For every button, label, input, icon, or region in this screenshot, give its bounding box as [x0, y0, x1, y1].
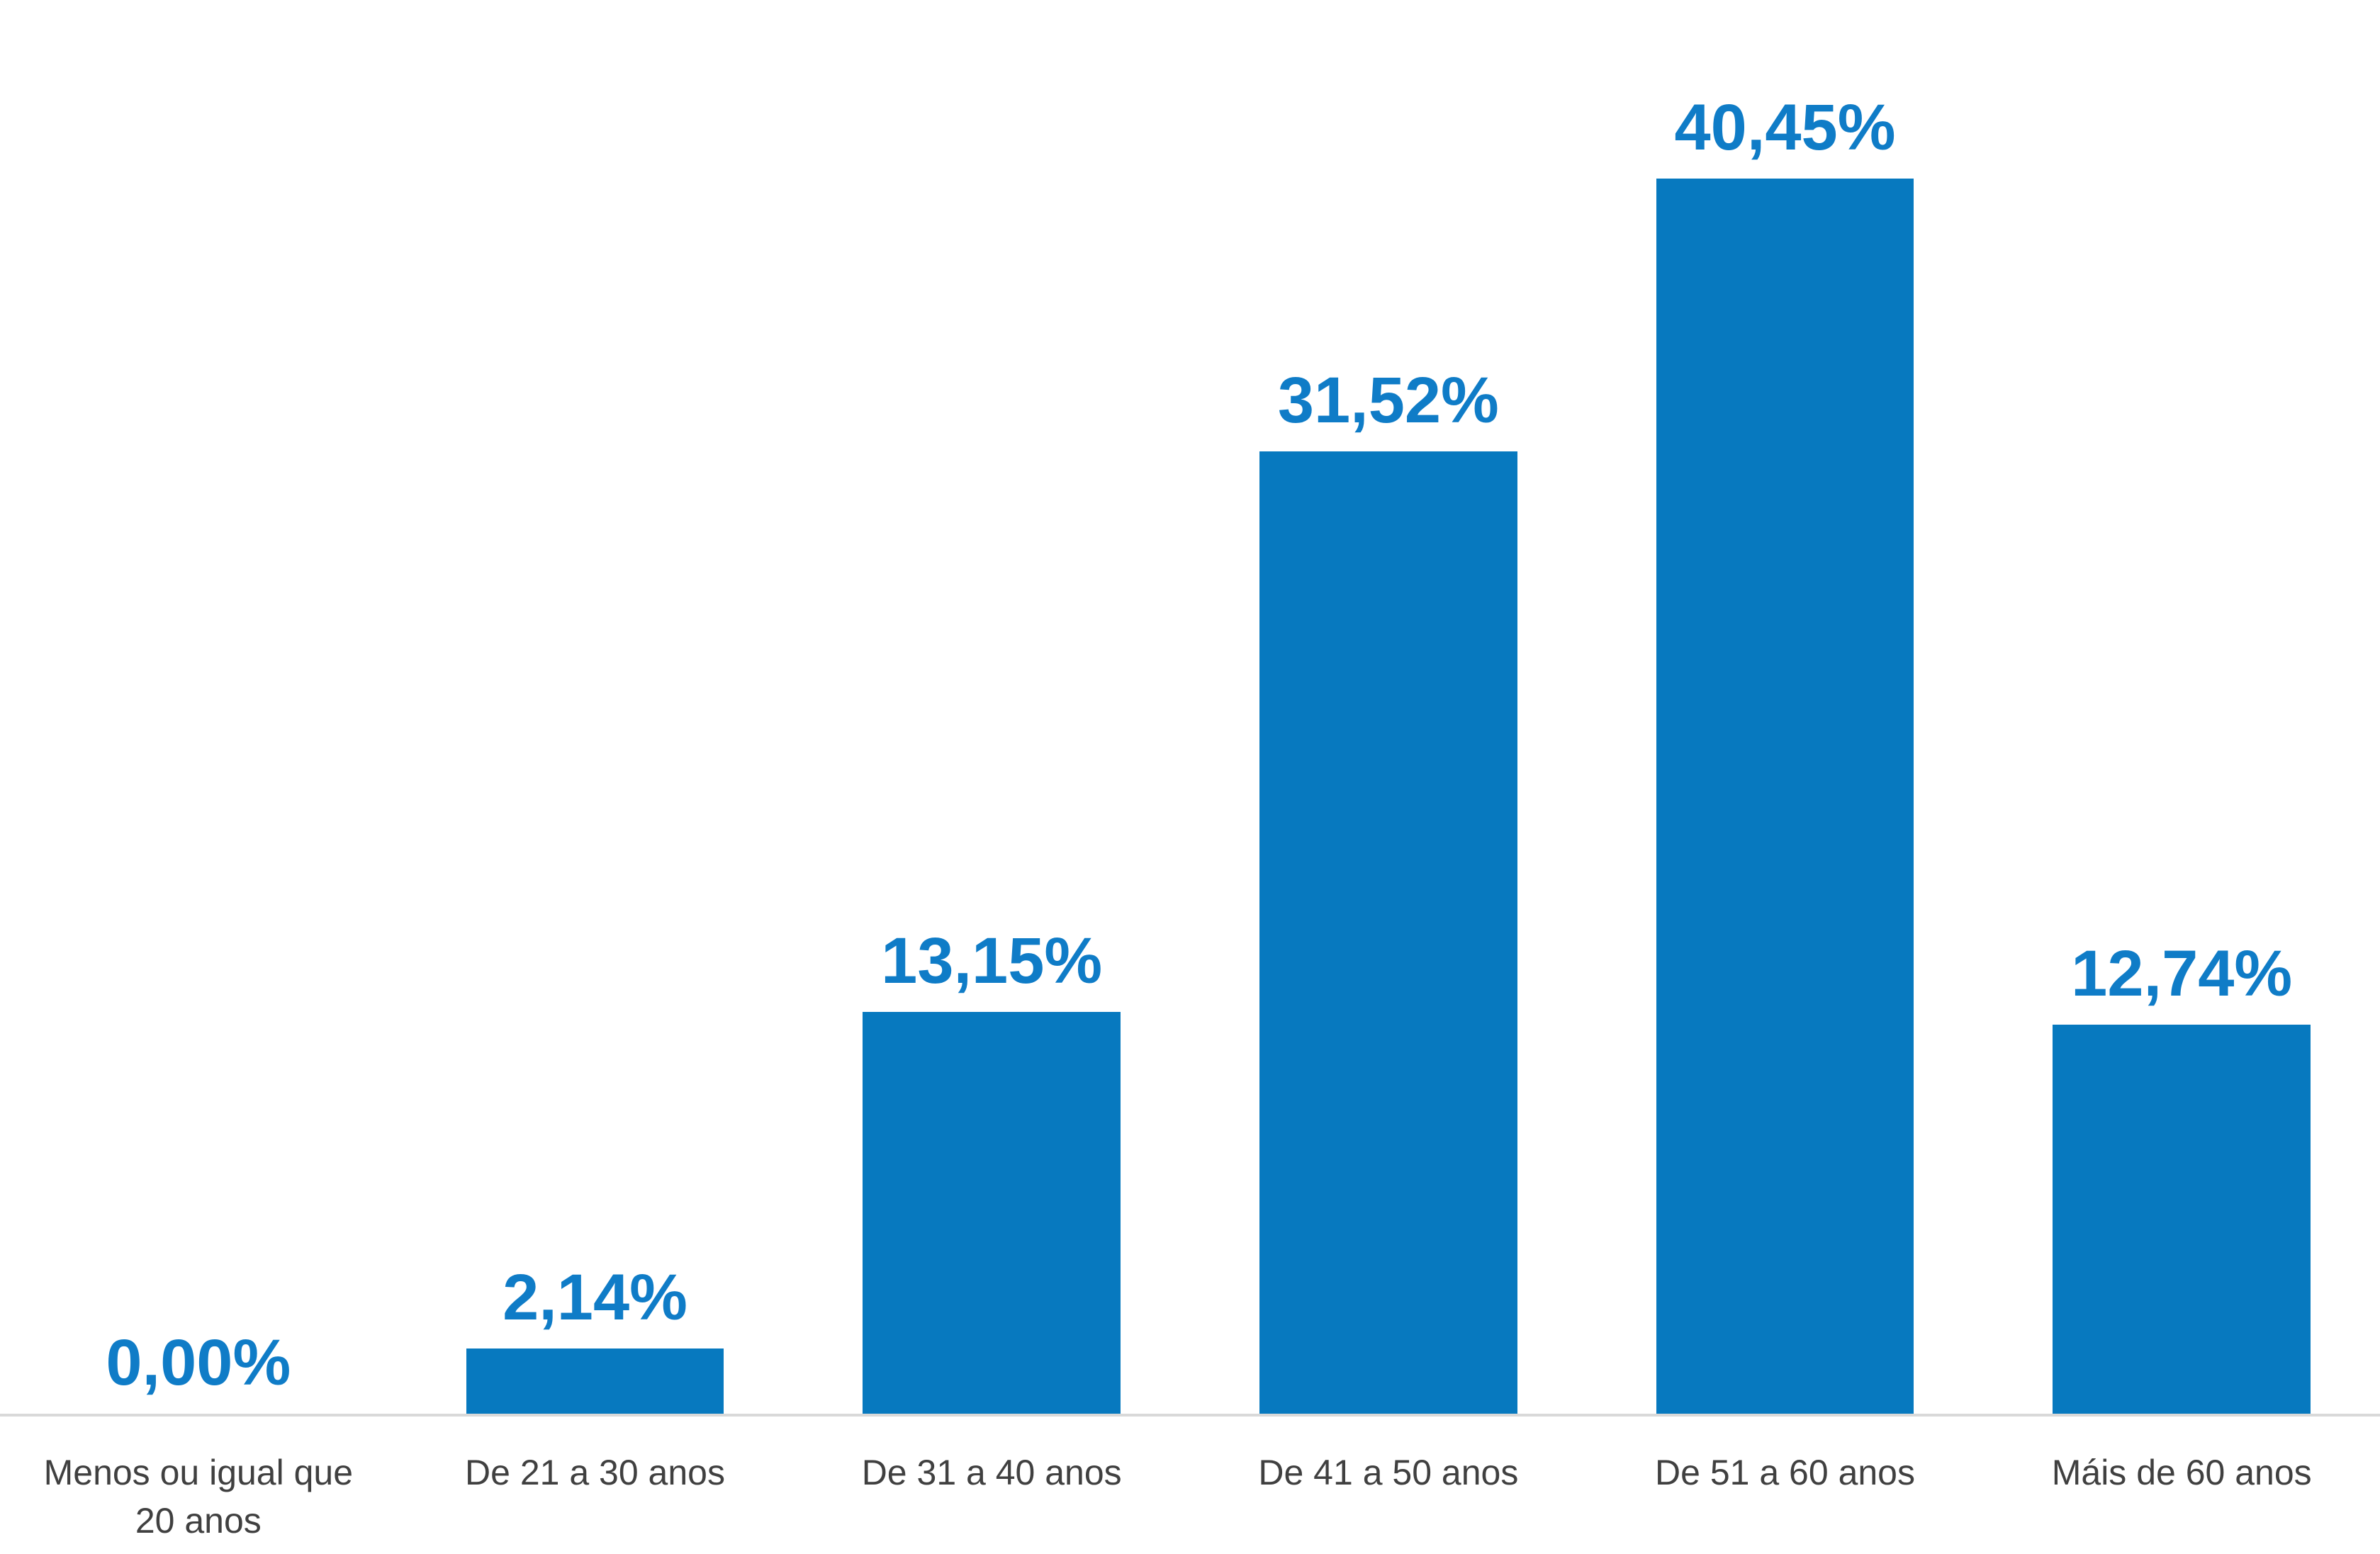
bar-de-51-a-60-anos — [1656, 178, 1914, 1414]
x-axis-category-label: Menos ou igual que 20 anos — [0, 1449, 397, 1545]
x-axis-category-text: Menos ou igual que 20 anos — [43, 1453, 354, 1541]
x-axis-category-label: De 41 a 50 anos — [1190, 1449, 1587, 1497]
x-axis-category-text: Máis de 60 anos — [2051, 1453, 2312, 1492]
plot-area: 0,00% 2,14% 13,15% 31,52% 40,45% 12,74% — [0, 0, 2380, 1414]
x-axis-line — [0, 1414, 2380, 1417]
x-axis-category-label: Máis de 60 anos — [1983, 1449, 2380, 1497]
bar-de-31-a-40-anos — [863, 1012, 1121, 1414]
x-axis-category-text: De 51 a 60 anos — [1655, 1453, 1915, 1492]
bar-value-label: 13,15% — [881, 925, 1103, 998]
bar-de-21-a-30-anos — [466, 1348, 724, 1414]
bar-group-2: 13,15% — [793, 0, 1190, 1414]
bar-de-41-a-50-anos — [1259, 451, 1517, 1414]
bar-value-label: 40,45% — [1674, 91, 1896, 164]
x-axis-category-label: De 51 a 60 anos — [1587, 1449, 1984, 1497]
bar-group-1: 2,14% — [397, 0, 794, 1414]
bar-value-label: 12,74% — [2071, 937, 2293, 1010]
bar-value-label: 0,00% — [106, 1327, 291, 1399]
bar-value-label: 2,14% — [503, 1261, 687, 1334]
bar-group-4: 40,45% — [1587, 0, 1984, 1414]
x-axis-category-text: De 21 a 30 anos — [465, 1453, 725, 1492]
x-axis-category-text: De 31 a 40 anos — [861, 1453, 1122, 1492]
x-axis-category-label: De 31 a 40 anos — [793, 1449, 1190, 1497]
bar-group-0: 0,00% — [0, 0, 397, 1414]
bar-group-3: 31,52% — [1190, 0, 1587, 1414]
bar-mais-de-60-anos — [2053, 1024, 2311, 1414]
bar-value-label: 31,52% — [1277, 364, 1499, 437]
x-axis-category-labels: Menos ou igual que 20 anos De 21 a 30 an… — [0, 1417, 2380, 1554]
bar-group-5: 12,74% — [1983, 0, 2380, 1414]
x-axis-category-text: De 41 a 50 anos — [1258, 1453, 1519, 1492]
x-axis-category-label: De 21 a 30 anos — [397, 1449, 794, 1497]
